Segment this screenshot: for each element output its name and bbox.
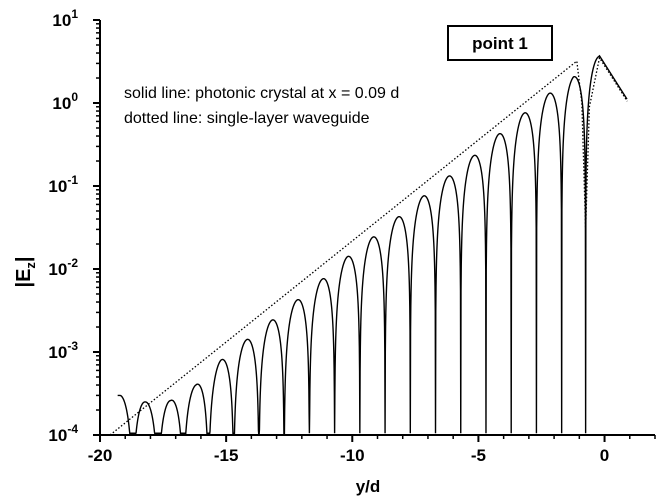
axes-frame: [99, 20, 655, 436]
series-line-solid: [117, 54, 628, 434]
x-tick-label: 0: [600, 446, 609, 465]
y-tick-label: 101: [52, 7, 78, 30]
annotation-solid-line: solid line: photonic crystal at x = 0.09…: [124, 85, 399, 102]
y-tick-label: 10-4: [48, 422, 78, 445]
x-tick-label: -5: [471, 446, 486, 465]
y-axis-label: |Ez|: [13, 256, 38, 287]
y-tick-label: 10-3: [48, 339, 78, 362]
y-tick-label: 100: [52, 90, 78, 113]
axis-ticks: -20 -15 -10 -5 0 10-4 10-3 10-2 10-1 100 101: [48, 7, 656, 465]
x-tick-label: -10: [340, 446, 365, 465]
y-axis-label-sub: z: [23, 262, 38, 269]
y-tick-label: 10-1: [48, 173, 78, 196]
series-line-dotted: [109, 56, 628, 436]
x-tick-label: -15: [214, 446, 239, 465]
y-axis-label-main: |E: [13, 269, 35, 288]
legend-box: [447, 25, 553, 61]
legend-box-label: point 1: [472, 34, 528, 53]
y-axis-label-end: |: [13, 256, 35, 262]
x-axis-label: y/d: [356, 477, 381, 496]
x-tick-label: -20: [88, 446, 113, 465]
series-group: [109, 54, 628, 436]
annotation-dotted-line: dotted line: single-layer waveguide: [124, 110, 370, 127]
y-tick-label: 10-2: [48, 256, 78, 279]
